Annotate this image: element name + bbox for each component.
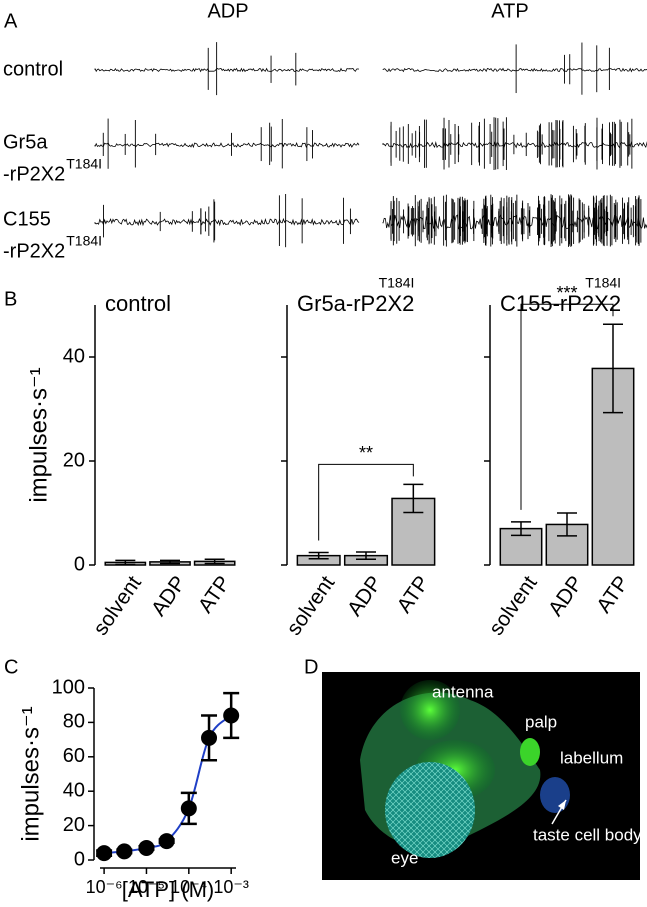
y-axis-label: impulses·s⁻¹ [17,706,44,841]
column-header: ATP [491,0,528,22]
y-tick-label: 40 [63,779,85,801]
x-tick-label: 10⁻³ [213,877,249,897]
x-axis-label: [ATP] (M) [122,877,214,902]
trace [382,67,647,73]
chart-title: Gr5a-rP2X2 [297,291,414,316]
arrow-head [558,800,566,810]
trace-label: -rP2X2 [3,163,65,185]
image-label: taste cell body [533,825,642,844]
data-point [96,845,113,862]
x-tick-label: ATP [393,572,434,617]
trace-label: C155 [3,208,51,230]
x-tick-label: ADP [147,572,191,621]
fly-image: antenna palp labellum taste cell body ey… [322,672,642,880]
trace [94,142,360,149]
column-header: ADP [207,0,248,22]
data-point [138,839,155,856]
significance-bracket [318,463,414,541]
x-tick-label: ADP [343,572,387,621]
data-point [223,707,240,724]
x-tick-label: ATP [194,572,235,617]
x-tick-label: solvent [282,572,339,640]
error-bar [356,551,376,561]
image-label: labellum [560,748,623,767]
y-axis-label: impulses·s⁻¹ [25,367,52,502]
x-tick-label: 10⁻⁴ [170,877,207,897]
error-bar [603,323,623,414]
x-tick-label: ATP [592,572,633,617]
trace-label-superscript: T184I [66,156,102,172]
chart-title-superscript: T184I [379,275,415,291]
chart-title: control [105,291,171,316]
error-bar [511,521,531,537]
y-tick-label: 20 [63,449,85,471]
y-tick-label: 20 [63,814,85,836]
x-tick-label: ADP [544,572,588,621]
trace-label: Gr5a [3,131,48,153]
bar [545,523,589,566]
y-tick-label: 100 [52,676,85,698]
data-point [158,833,175,850]
error-bar [557,512,577,537]
trace-label: -rP2X2 [3,240,65,262]
significance-label: *** [556,283,577,303]
x-tick-label: 10⁻⁵ [128,877,165,897]
image-label: antenna [432,682,494,701]
error-bar [308,551,329,560]
panel-label: C [4,656,18,678]
y-tick-label: 0 [74,553,85,575]
image-label: palp [525,712,557,731]
image-label: eye [391,848,418,867]
antenna-glow [400,680,460,740]
x-tick-label: solvent [89,572,146,640]
chart-title: C155-rP2X2 [500,291,621,316]
data-point [116,843,133,860]
trace [382,141,647,149]
error-bar [403,483,424,514]
x-tick-label: 10⁻⁶ [86,877,123,897]
eye-facets [385,762,475,858]
significance-bracket [520,303,614,510]
chart-title-superscript: T184I [585,275,621,291]
y-tick-label: 60 [63,745,85,767]
data-point [180,800,197,817]
trace [94,217,360,227]
trace-label: control [3,58,63,80]
error-bar [115,559,136,566]
palp-glow [520,738,540,766]
x-tick-label: solvent [485,572,542,640]
error-bar [204,558,225,565]
trace-label-superscript: T184I [66,233,102,249]
error-bar [160,559,180,565]
significance-label: ** [359,443,373,463]
panel-label: B [4,288,17,310]
panel-label: D [304,656,318,678]
panel-label: A [4,10,18,32]
data-point [201,729,218,746]
labellum [540,777,570,813]
trace [94,67,360,73]
y-tick-label: 80 [63,711,85,733]
y-tick-label: 0 [74,848,85,870]
y-tick-label: 40 [63,345,85,367]
